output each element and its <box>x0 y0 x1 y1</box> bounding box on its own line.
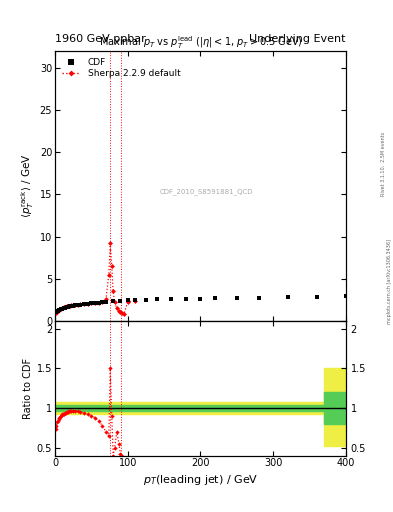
CDF <box>343 292 348 298</box>
CDF <box>89 301 94 307</box>
CDF <box>234 295 239 301</box>
Line: CDF: CDF <box>54 293 348 314</box>
CDF <box>69 303 73 309</box>
CDF <box>63 305 68 311</box>
CDF <box>100 299 105 305</box>
CDF <box>67 303 72 309</box>
CDF <box>154 296 159 302</box>
CDF <box>285 294 290 301</box>
CDF <box>61 305 66 311</box>
Text: 1960 GeV ppbar: 1960 GeV ppbar <box>55 33 146 44</box>
CDF <box>111 298 116 304</box>
CDF <box>59 306 63 312</box>
CDF <box>57 307 62 313</box>
CDF <box>73 302 78 308</box>
CDF <box>143 296 148 303</box>
Text: CDF_2010_S8591881_QCD: CDF_2010_S8591881_QCD <box>160 188 253 195</box>
CDF <box>85 301 90 307</box>
CDF <box>133 297 138 303</box>
CDF <box>125 297 130 304</box>
CDF <box>54 309 59 315</box>
CDF <box>55 308 60 314</box>
CDF <box>66 304 70 310</box>
CDF <box>184 296 188 302</box>
X-axis label: $p_T$(leading jet) / GeV: $p_T$(leading jet) / GeV <box>143 473 258 486</box>
CDF <box>64 304 69 310</box>
CDF <box>213 295 217 302</box>
Text: mcplots.cern.ch [arXiv:1306.3436]: mcplots.cern.ch [arXiv:1306.3436] <box>387 239 392 324</box>
CDF <box>60 306 64 312</box>
CDF <box>75 302 80 308</box>
Text: Rivet 3.1.10,  2.5M events: Rivet 3.1.10, 2.5M events <box>381 132 386 196</box>
CDF <box>82 301 86 307</box>
Legend: CDF, Sherpa 2.2.9 default: CDF, Sherpa 2.2.9 default <box>59 56 183 81</box>
CDF <box>104 298 108 305</box>
CDF <box>71 303 75 309</box>
CDF <box>96 300 101 306</box>
CDF <box>198 295 203 302</box>
Y-axis label: $\langle p_T^{\mathrm{rack}} \rangle$ / GeV: $\langle p_T^{\mathrm{rack}} \rangle$ / … <box>19 154 36 218</box>
Text: Underlying Event: Underlying Event <box>249 33 346 44</box>
CDF <box>118 298 123 304</box>
Y-axis label: Ratio to CDF: Ratio to CDF <box>23 358 33 419</box>
Title: Maximal $p_T$ vs $p_T^{\mathrm{lead}}$ ($|\eta| < 1$, $p_T > 0.5$ GeV): Maximal $p_T$ vs $p_T^{\mathrm{lead}}$ (… <box>99 34 302 51</box>
CDF <box>256 294 261 301</box>
CDF <box>78 302 83 308</box>
CDF <box>314 294 319 300</box>
CDF <box>93 300 97 306</box>
CDF <box>169 296 174 302</box>
